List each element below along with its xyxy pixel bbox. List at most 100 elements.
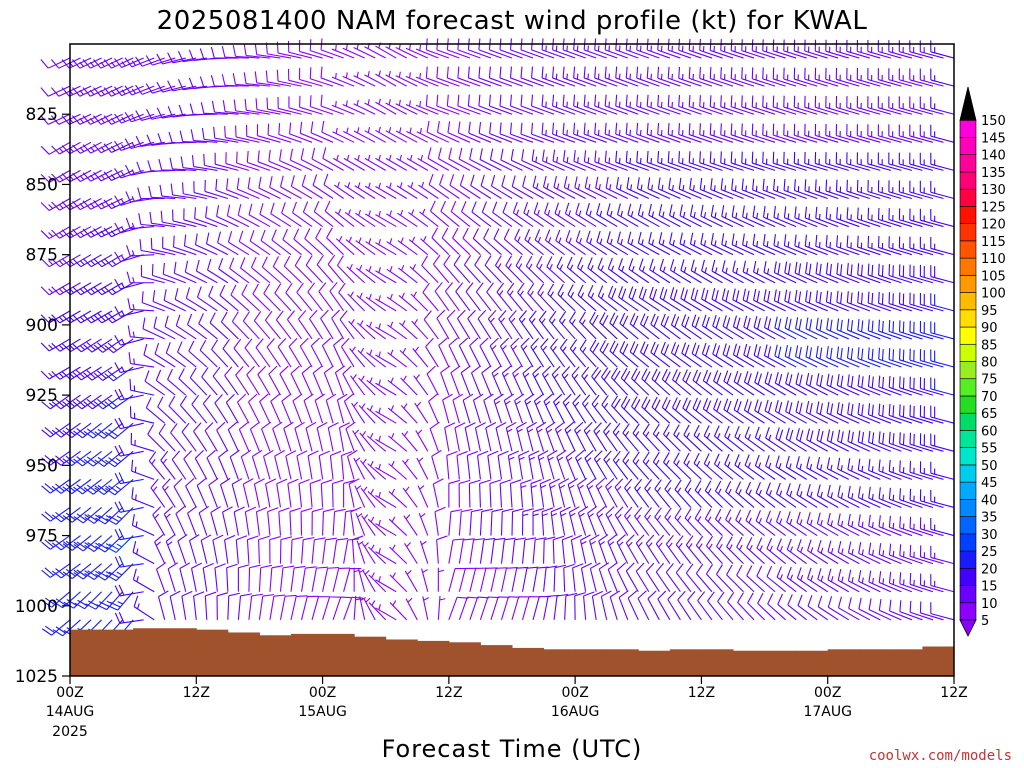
wind-barb [510,337,524,368]
wind-barb [816,484,839,508]
wind-barb [184,260,208,284]
wind-barb [224,534,236,564]
wind-barb [294,255,313,284]
wind-barb [251,449,263,480]
wind-barb [282,228,302,256]
wind-barb [266,97,292,115]
wind-barb [745,481,765,508]
wind-barb [250,256,271,284]
colorbar-label: 20 [981,562,998,577]
wind-barb [837,485,860,508]
wind-barb [550,506,562,536]
colorbar-swatch [959,412,977,431]
wind-barb [487,309,502,340]
wind-barb [404,542,418,564]
wind-barb [129,378,155,396]
wind-barb [238,421,250,452]
wind-barb [333,181,355,199]
colorbar-swatch [959,516,977,535]
wind-barb [138,213,165,228]
x-tick-time: 00Z [561,685,588,701]
wind-barb [659,258,681,284]
wind-barb [625,94,649,115]
wind-barb [857,430,881,452]
wind-barb [452,227,471,256]
wind-barb [418,181,439,199]
wind-barb [691,314,713,340]
wind-barb [837,596,860,621]
wind-barb [765,426,786,452]
credit-link[interactable]: coolwx.com/models [869,748,1012,764]
wind-barb [586,477,597,508]
wind-barb [365,265,387,284]
wind-barb [441,227,460,256]
wind-barb [713,425,734,452]
wind-barb [114,85,144,97]
wind-barb [836,346,860,368]
surface-bar [859,649,892,676]
colorbar-label: 55 [981,442,998,457]
wind-barb [745,509,765,536]
wind-barb [114,472,144,485]
wind-barb [522,175,544,199]
wind-barb [919,517,944,537]
wind-barb [583,422,597,452]
wind-barb [731,233,755,256]
wind-barb [356,292,376,312]
wind-barb [165,342,187,368]
wind-barb [289,148,313,171]
wind-barb [181,182,207,200]
wind-barb [196,477,208,508]
wind-barb [626,177,650,199]
wind-barb [343,393,355,424]
wind-barb [322,567,339,592]
wind-barb [774,344,797,368]
wind-barb [764,371,786,396]
wind-barb [500,148,523,171]
wind-barb [399,347,418,368]
wind-barb [344,181,365,199]
wind-barb [762,39,786,59]
wind-barb [548,310,566,340]
wind-barb [544,202,565,228]
surface-bar [354,636,387,676]
wind-barb [348,318,366,340]
wind-barb [601,367,618,396]
wind-barb [470,174,492,199]
wind-barb [458,479,471,508]
wind-barb [132,541,155,565]
wind-barb [414,401,429,424]
wind-barb [156,107,186,119]
wind-barb [165,534,176,564]
wind-barb [555,229,576,256]
surface-bar [385,639,418,676]
wind-barb [320,309,334,340]
wind-barb [73,450,102,467]
wind-barb [365,293,387,312]
wind-barb [681,314,702,340]
wind-barb [730,39,755,59]
wind-barb [825,179,849,200]
wind-barb [255,98,281,115]
wind-barb [570,534,583,564]
wind-barb [565,229,586,256]
wind-barb [366,377,387,396]
surface-bar [480,645,513,676]
wind-barb [41,450,71,466]
wind-barb [815,234,839,256]
wind-barb [474,422,486,452]
wind-barb [93,366,123,381]
wind-barb [877,152,902,171]
wind-barb [359,596,366,620]
colorbar-swatch [959,550,977,569]
wind-barb [127,325,155,340]
wind-barb [367,460,387,480]
wind-barb [366,349,387,368]
wind-barb [805,345,828,368]
wind-barb [561,366,576,396]
wind-barb [267,123,292,143]
wind-barb [107,591,134,611]
wind-barb [805,372,828,396]
wind-barb [205,206,229,228]
